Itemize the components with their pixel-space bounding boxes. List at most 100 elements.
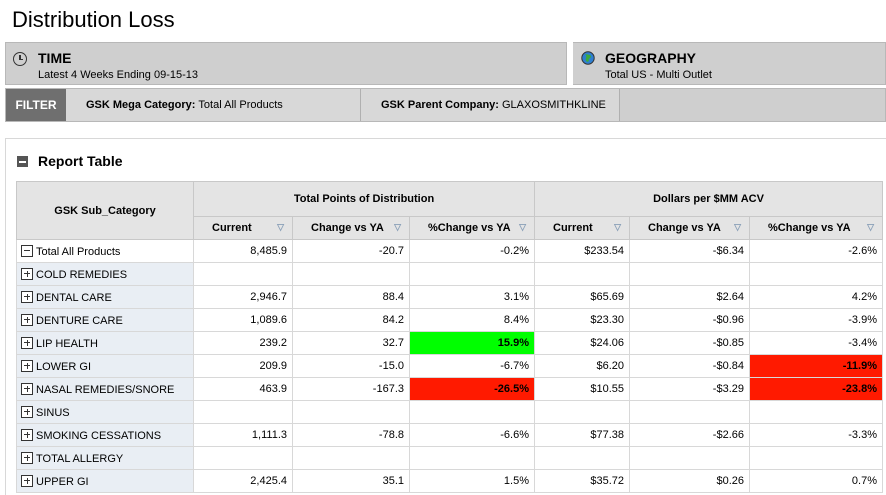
data-cell: -11.9% xyxy=(749,354,883,378)
data-cell xyxy=(749,446,883,470)
row-label-cell: COLD REMEDIES xyxy=(16,262,194,286)
row-label-cell: NASAL REMEDIES/SNORE xyxy=(16,377,194,401)
expand-icon[interactable] xyxy=(21,313,33,326)
time-context[interactable]: TIME Latest 4 Weeks Ending 09-15-13 xyxy=(5,42,567,85)
filter-funnel-icon[interactable]: ▽ xyxy=(867,222,874,232)
table-row: SINUS xyxy=(16,400,883,424)
page-title: Distribution Loss xyxy=(12,7,175,32)
column-header[interactable]: %Change vs YA ▽ xyxy=(749,216,883,240)
data-cell xyxy=(193,262,293,286)
column-header[interactable]: Change vs YA ▽ xyxy=(292,216,410,240)
data-cell: $24.06 xyxy=(534,331,630,355)
filter-parent-company[interactable]: GSK Parent Company: GLAXOSMITHKLINE xyxy=(361,89,620,121)
data-cell: 239.2 xyxy=(193,331,293,355)
data-cell: -$0.85 xyxy=(629,331,750,355)
expand-icon[interactable] xyxy=(21,290,33,303)
data-cell: -6.7% xyxy=(409,354,535,378)
filter-mega-category[interactable]: GSK Mega Category: Total All Products xyxy=(66,89,361,121)
globe-icon xyxy=(581,51,595,65)
collapse-row-icon[interactable] xyxy=(21,244,33,257)
filter-funnel-icon[interactable]: ▽ xyxy=(394,222,401,232)
filter-tag[interactable]: FILTER xyxy=(6,89,66,121)
expand-icon[interactable] xyxy=(21,336,33,349)
table-row: COLD REMEDIES xyxy=(16,262,883,286)
report-panel: Report Table xyxy=(5,138,886,495)
time-title: TIME xyxy=(38,50,72,66)
data-cell: 209.9 xyxy=(193,354,293,378)
data-cell: 0.7% xyxy=(749,469,883,493)
data-cell xyxy=(534,400,630,424)
table-row: Total All Products 8,485.9 -20.7 -0.2% $233.… xyxy=(16,239,883,263)
data-cell xyxy=(292,400,410,424)
column-header[interactable]: Current ▽ xyxy=(534,216,630,240)
expand-icon[interactable] xyxy=(21,359,33,372)
data-cell: -23.8% xyxy=(749,377,883,401)
data-cell: 88.4 xyxy=(292,285,410,309)
filter-funnel-icon[interactable]: ▽ xyxy=(277,222,284,232)
data-cell: $0.26 xyxy=(629,469,750,493)
collapse-icon[interactable] xyxy=(17,156,28,167)
data-cell: -2.6% xyxy=(749,239,883,263)
data-cell: -167.3 xyxy=(292,377,410,401)
data-cell: $10.55 xyxy=(534,377,630,401)
expand-icon[interactable] xyxy=(21,405,33,418)
expand-icon[interactable] xyxy=(21,451,33,464)
data-cell: 84.2 xyxy=(292,308,410,332)
filter-funnel-icon[interactable]: ▽ xyxy=(614,222,621,232)
data-cell: -0.2% xyxy=(409,239,535,263)
column-header-label: Current xyxy=(553,222,593,234)
expand-icon[interactable] xyxy=(21,382,33,395)
geography-context[interactable]: GEOGRAPHY Total US - Multi Outlet xyxy=(573,42,886,85)
table-row: DENTAL CARE 2,946.7 88.4 3.1% $65.69 $2.64 4.2… xyxy=(16,285,883,309)
column-header[interactable]: Change vs YA ▽ xyxy=(629,216,750,240)
filter-value: GLAXOSMITHKLINE xyxy=(501,99,606,111)
data-cell: -78.8 xyxy=(292,423,410,447)
table-row: DENTURE CARE 1,089.6 84.2 8.4% $23.30 -$0.96-… xyxy=(16,308,883,332)
report-title: Report Table xyxy=(38,153,123,169)
row-label-cell: TOTAL ALLERGY xyxy=(16,446,194,470)
data-cell: 8,485.9 xyxy=(193,239,293,263)
data-cell: -6.6% xyxy=(409,423,535,447)
column-header-label: %Change vs YA xyxy=(768,222,851,234)
row-label: SINUS xyxy=(36,406,70,419)
data-cell xyxy=(534,446,630,470)
expand-icon[interactable] xyxy=(21,428,33,441)
clock-icon xyxy=(13,52,27,66)
data-cell xyxy=(292,262,410,286)
filter-value: Total All Products xyxy=(198,99,283,111)
data-cell xyxy=(749,262,883,286)
data-cell: -$6.34 xyxy=(629,239,750,263)
filter-funnel-icon[interactable]: ▽ xyxy=(734,222,741,232)
row-label-cell: UPPER GI xyxy=(16,469,194,493)
data-cell: -3.3% xyxy=(749,423,883,447)
geography-title: GEOGRAPHY xyxy=(605,50,697,66)
data-cell: $35.72 xyxy=(534,469,630,493)
row-label-cell: DENTAL CARE xyxy=(16,285,194,309)
data-cell: -3.4% xyxy=(749,331,883,355)
filter-funnel-icon[interactable]: ▽ xyxy=(519,222,526,232)
row-label: DENTAL CARE xyxy=(36,291,112,304)
data-cell xyxy=(629,400,750,424)
row-label-cell: LOWER GI xyxy=(16,354,194,378)
column-header[interactable]: %Change vs YA ▽ xyxy=(409,216,535,240)
row-label: SMOKING CESSATIONS xyxy=(36,429,162,442)
data-cell: 2,946.7 xyxy=(193,285,293,309)
row-label-cell: SMOKING CESSATIONS xyxy=(16,423,194,447)
row-label: LIP HEALTH xyxy=(36,337,98,350)
data-cell: 1,111.3 xyxy=(193,423,293,447)
time-value: Latest 4 Weeks Ending 09-15-13 xyxy=(38,69,199,81)
expand-icon[interactable] xyxy=(21,267,33,280)
expand-icon[interactable] xyxy=(21,474,33,487)
context-bar: TIME Latest 4 Weeks Ending 09-15-13 GEOG… xyxy=(5,42,886,85)
data-cell: 35.1 xyxy=(292,469,410,493)
data-cell: -$0.84 xyxy=(629,354,750,378)
column-header[interactable]: Current ▽ xyxy=(193,216,293,240)
data-cell: $77.38 xyxy=(534,423,630,447)
table-row: NASAL REMEDIES/SNORE 463.9 -167.3 -26.5% $10… xyxy=(16,377,883,401)
data-cell: $2.64 xyxy=(629,285,750,309)
data-cell xyxy=(193,400,293,424)
column-header-label: Change vs YA xyxy=(311,222,384,234)
table-row: LIP HEALTH 239.2 32.7 15.9% $24.06 -$0.85 -3.4… xyxy=(16,331,883,355)
column-header-label: Change vs YA xyxy=(648,222,721,234)
column-header-label: %Change vs YA xyxy=(428,222,511,234)
